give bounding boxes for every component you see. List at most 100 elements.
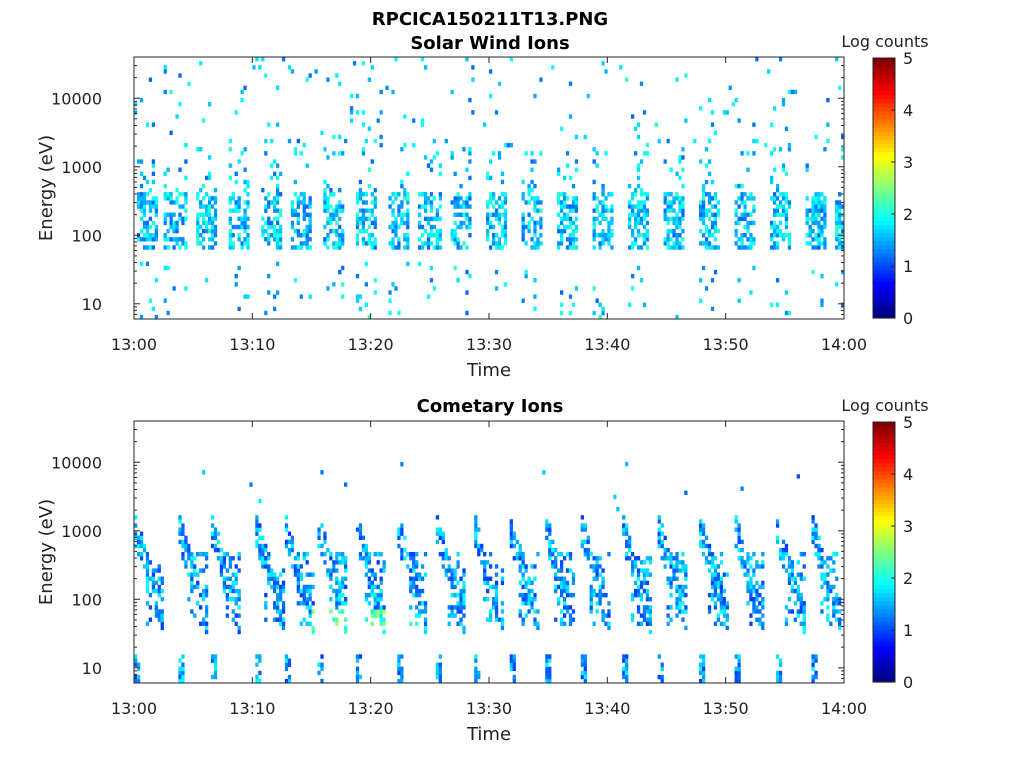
heatmap-cell <box>364 138 369 144</box>
heatmap-cell <box>636 572 641 577</box>
colorbar-tick-label: 1 <box>903 621 913 640</box>
heatmap-cell <box>450 609 454 614</box>
heatmap-cell <box>642 233 647 238</box>
heatmap-cell <box>838 192 842 197</box>
colorbar-segment <box>873 309 895 315</box>
heatmap-cell <box>361 547 366 553</box>
heatmap-cell <box>684 592 688 598</box>
heatmap-cell <box>699 228 703 234</box>
heatmap-cell <box>524 273 528 279</box>
heatmap-cell <box>770 224 774 230</box>
heatmap-cell <box>299 233 303 238</box>
colorbar-tick-label: 0 <box>903 309 913 328</box>
heatmap-cell <box>521 621 525 626</box>
heatmap-cell <box>246 204 250 209</box>
heatmap-cell <box>787 204 792 209</box>
heatmap-cell <box>344 584 348 590</box>
heatmap-cell <box>267 192 271 197</box>
heatmap-cell <box>308 294 312 299</box>
heatmap-cell <box>323 196 327 201</box>
heatmap-cell <box>462 605 466 610</box>
heatmap-cell <box>737 204 741 209</box>
heatmap-cell <box>793 89 797 95</box>
heatmap-cell <box>826 597 830 602</box>
heatmap-cell <box>631 208 635 213</box>
heatmap-cell <box>355 654 360 659</box>
heatmap-cell <box>423 241 428 246</box>
heatmap-cell <box>778 233 783 238</box>
heatmap-cell <box>678 159 682 164</box>
heatmap-cell <box>335 588 339 594</box>
heatmap-cell <box>574 216 579 222</box>
heatmap-cell <box>710 572 715 577</box>
heatmap-cell <box>243 224 247 230</box>
heatmap-cell <box>450 580 454 586</box>
heatmap-cell <box>681 588 685 594</box>
heatmap-cell <box>562 196 567 201</box>
heatmap-cell <box>465 204 469 209</box>
heatmap-cell <box>494 241 499 246</box>
colorbar-segment <box>873 539 895 545</box>
heatmap-cell <box>494 110 499 115</box>
heatmap-cell <box>184 159 188 164</box>
heatmap-cell <box>284 654 289 659</box>
heatmap-cell <box>817 556 821 561</box>
heatmap-cell <box>154 609 158 614</box>
heatmap-cell <box>136 200 141 205</box>
heatmap-cell <box>684 605 688 610</box>
heatmap-cell <box>139 556 144 561</box>
heatmap-cell <box>565 216 570 222</box>
heatmap-cell <box>240 216 244 222</box>
heatmap-cell <box>669 200 673 205</box>
heatmap-cell <box>145 572 150 577</box>
heatmap-cell <box>707 171 712 177</box>
heatmap-cell <box>719 597 724 602</box>
heatmap-cell <box>548 523 552 528</box>
heatmap-cell <box>139 539 144 545</box>
heatmap-cell <box>835 233 839 238</box>
heatmap-cell <box>784 192 789 197</box>
heatmap-cell <box>669 245 673 250</box>
heatmap-cell <box>429 265 434 271</box>
heatmap-cell <box>583 670 587 676</box>
heatmap-cell <box>548 654 552 659</box>
heatmap-cell <box>258 65 262 70</box>
heatmap-cell <box>341 552 345 557</box>
heatmap-cell <box>497 241 502 246</box>
heatmap-cell <box>740 233 744 238</box>
heatmap-cell <box>749 564 753 569</box>
heatmap-cell <box>699 204 703 209</box>
heatmap-cell <box>332 568 336 573</box>
heatmap-cell <box>142 220 147 226</box>
heatmap-cell <box>737 654 741 659</box>
heatmap-cell <box>636 588 641 594</box>
heatmap-cell <box>672 196 676 201</box>
heatmap-cell <box>823 245 827 250</box>
heatmap-cell <box>826 613 830 618</box>
heatmap-cell <box>633 237 638 242</box>
heatmap-cell <box>400 204 404 209</box>
heatmap-cell <box>163 212 167 217</box>
heatmap-cell <box>755 609 759 614</box>
heatmap-cell <box>725 613 729 618</box>
heatmap-cell <box>400 531 404 536</box>
heatmap-cell <box>770 237 774 242</box>
heatmap-cell <box>678 597 682 602</box>
heatmap-cell <box>645 556 650 561</box>
heatmap-cell <box>557 597 561 602</box>
heatmap-cell <box>213 241 218 246</box>
heatmap-cell <box>210 245 215 250</box>
colorbar-segment <box>873 192 895 197</box>
heatmap-cell <box>675 605 679 610</box>
heatmap-cell <box>349 93 354 99</box>
colorbar-segment <box>873 576 895 582</box>
heatmap-cell <box>415 588 419 594</box>
colorbar-tick-label: 4 <box>903 465 913 484</box>
heatmap-cell <box>276 241 280 246</box>
heatmap-cell <box>530 580 534 586</box>
heatmap-cell <box>429 224 434 230</box>
heatmap-cell <box>264 228 268 234</box>
heatmap-cell <box>770 220 774 226</box>
heatmap-cell <box>713 576 718 581</box>
heatmap-cell <box>497 81 502 86</box>
